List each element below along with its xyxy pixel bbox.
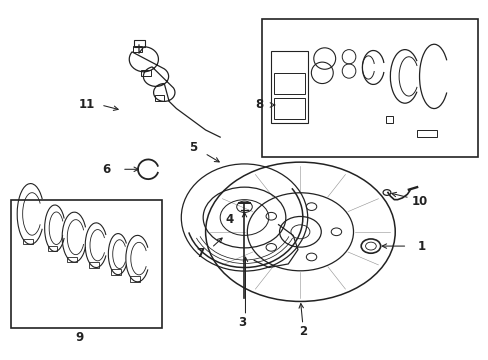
Text: 6: 6 [102,163,110,176]
Bar [385,116,392,123]
Text: 4: 4 [225,213,234,226]
Bar [111,269,120,275]
Bar [11,200,162,328]
Bar [261,19,477,157]
Text: 5: 5 [189,141,197,154]
Bar [132,46,142,52]
Bar [89,262,99,267]
Bar [47,246,57,251]
Text: 2: 2 [298,325,306,338]
Text: 10: 10 [410,195,427,208]
Bar [271,51,307,123]
Bar [416,130,436,137]
Text: 9: 9 [75,331,83,344]
Bar [134,40,144,47]
Bar [273,98,305,119]
Bar [130,276,140,282]
Bar [23,239,33,244]
Text: 11: 11 [78,99,94,112]
Bar [67,257,77,262]
Bar [141,70,150,76]
Text: 3: 3 [238,316,245,329]
Bar [273,73,305,94]
Bar [154,95,164,101]
Text: 7: 7 [196,247,204,260]
Text: 1: 1 [417,240,425,253]
Text: 8: 8 [254,99,263,112]
